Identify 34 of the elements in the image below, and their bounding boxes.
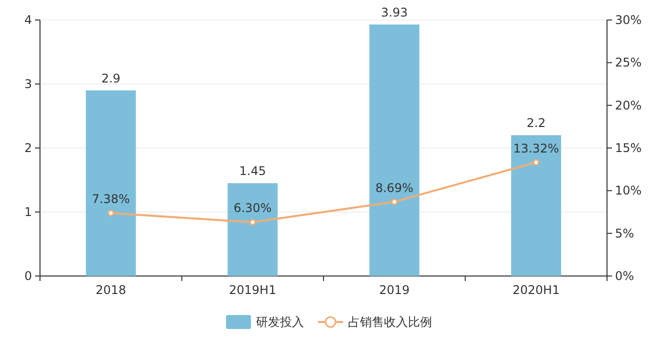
point (532, 159, 540, 166)
y2-tick-label: 15% (615, 141, 642, 155)
x-tick-label: 2018 (96, 283, 126, 297)
x-tick-label: 2020H1 (512, 283, 560, 297)
data-label: 8.69% (375, 180, 414, 195)
data-label: 13.32% (513, 141, 560, 156)
y-tick-label: 1 (24, 205, 32, 219)
legend-label: 占销售收入比例 (348, 315, 432, 329)
point (108, 210, 114, 216)
bar (511, 135, 562, 276)
bar (228, 183, 278, 276)
data-label: 2.9 (101, 71, 120, 86)
y2-tick-label: 0% (615, 269, 634, 283)
x-tick-label: 2019H1 (229, 283, 276, 297)
data-label: 6.30% (234, 201, 272, 216)
y2-tick-label: 30% (615, 13, 642, 27)
point (391, 198, 398, 206)
bar (86, 90, 136, 276)
point (249, 218, 256, 226)
y-tick-label: 4 (24, 13, 32, 27)
bar (369, 24, 420, 276)
data-label: 3.93 (381, 5, 408, 20)
legend-label: 研发投入 (256, 315, 304, 329)
data-label: 2.2 (526, 116, 546, 130)
y2-tick-label: 5% (615, 226, 634, 240)
y-tick-label: 2 (24, 141, 32, 155)
y-tick-label: 3 (24, 77, 32, 91)
y2-tick-label: 20% (615, 98, 642, 112)
x-tick-label: 2019 (379, 283, 410, 297)
y-tick-label: 0 (24, 269, 32, 283)
data-label: 7.38% (92, 192, 130, 206)
data-label: 1.45 (239, 164, 266, 178)
y2-tick-label: 10% (615, 184, 642, 198)
y2-tick-label: 25% (615, 56, 642, 70)
